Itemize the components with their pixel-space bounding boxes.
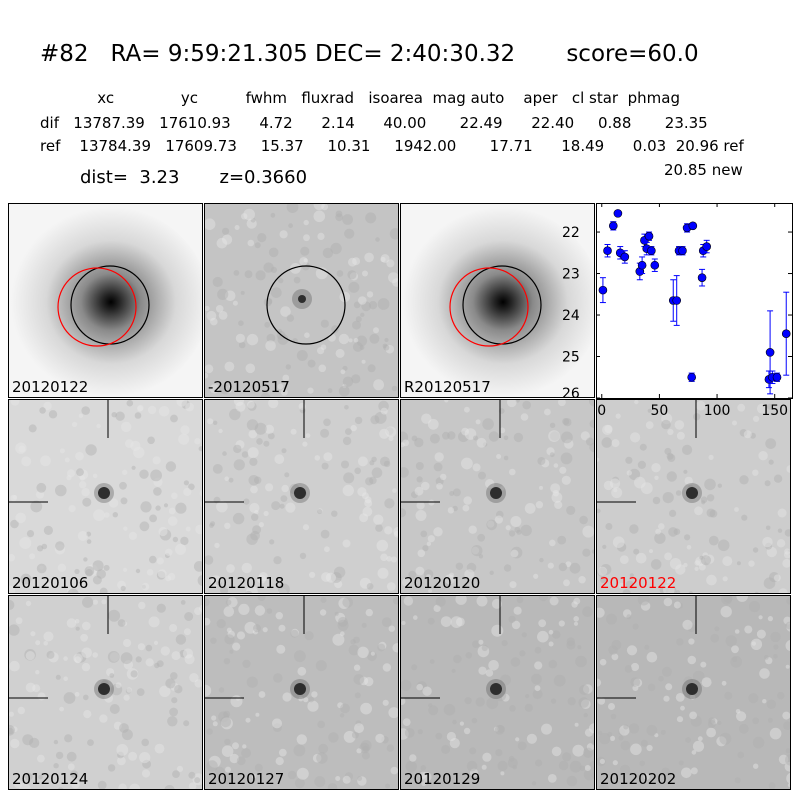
phmag-new: 20.85 new: [664, 161, 743, 179]
data-point: [781, 329, 791, 338]
image-panel: R20120517: [400, 203, 595, 398]
panel-date-label: 20120122: [12, 378, 89, 396]
data-point: [772, 372, 782, 382]
panel-date-label: R20120517: [404, 378, 491, 396]
image-panel: 20120106: [8, 399, 203, 594]
panel-date-label: 20120122: [600, 574, 677, 592]
point-source: [686, 487, 698, 499]
galaxy: [401, 207, 594, 397]
image-panel: 20120202: [596, 595, 791, 790]
image-panel: 20120129: [400, 595, 595, 790]
ref-aperture-circle: [449, 267, 529, 347]
plot-frame: [596, 203, 793, 399]
data-point: [644, 231, 654, 241]
data-point: [620, 252, 630, 262]
x-tick-label: 100: [704, 403, 731, 419]
panel-date-label: 20120106: [12, 574, 89, 592]
data-point: [647, 246, 656, 256]
image-panel: 20120120: [400, 399, 595, 594]
page-title: #82 RA= 9:59:21.305 DEC= 2:40:30.32 scor…: [40, 41, 699, 67]
panel-date-label: 20120202: [600, 770, 677, 788]
panel-date-label: 20120118: [208, 574, 285, 592]
image-panel: 20120122: [596, 399, 791, 594]
data-point: [702, 242, 711, 251]
ref-row: ref 13784.39 17609.73 15.37 10.31 1942.0…: [40, 137, 744, 155]
x-tick-label: 50: [650, 403, 668, 419]
y-tick-label: 23: [562, 267, 580, 283]
image-panel: 20120122: [8, 203, 203, 398]
data-point: [603, 246, 612, 256]
dif-row: dif 13787.39 17610.93 4.72 2.14 40.00 22…: [40, 114, 708, 132]
point-source: [294, 487, 306, 499]
panel-date-label: 20120124: [12, 770, 89, 788]
data-point: [688, 221, 698, 231]
image-panel: -20120517: [204, 203, 399, 398]
column-headers: xc yc fwhm fluxrad isoarea mag auto aper…: [40, 89, 680, 107]
x-tick-label: 150: [761, 403, 788, 419]
point-source: [98, 487, 110, 499]
data-point: [613, 209, 623, 218]
y-tick-label: 25: [562, 350, 580, 366]
panel-date-label: 20120120: [404, 574, 481, 592]
image-panel: 20120127: [204, 595, 399, 790]
image-panel: 20120118: [204, 399, 399, 594]
galaxy: [9, 207, 202, 397]
data-point: [598, 285, 608, 295]
light-curve-chart: 22 23 24 25 26 0 50 100 150: [562, 203, 793, 419]
dist-redshift: dist= 3.23 z=0.3660: [80, 167, 308, 188]
data-point: [678, 246, 687, 256]
data-point: [765, 348, 775, 357]
x-tick-label: 0: [597, 403, 606, 419]
y-tick-label: 24: [562, 308, 580, 324]
data-point: [672, 296, 682, 305]
data-point: [687, 372, 696, 382]
panel-date-label: 20120129: [404, 770, 481, 788]
point-source: [686, 683, 698, 695]
panel-date-label: -20120517: [208, 378, 290, 396]
data-point: [697, 273, 707, 282]
panel-date-label: 20120127: [208, 770, 285, 788]
y-tick-label: 22: [562, 225, 580, 241]
point-source: [98, 683, 110, 695]
data-point: [637, 260, 647, 270]
y-tick-label: 26: [562, 386, 580, 402]
image-panel: 20120124: [8, 595, 203, 790]
ref-aperture-circle: [57, 267, 137, 347]
point-source: [490, 683, 502, 695]
data-point: [650, 260, 660, 270]
point-source: [490, 487, 502, 499]
point-source: [294, 683, 306, 695]
data-point: [608, 221, 618, 231]
point-source: [298, 295, 306, 303]
aperture-circle: [266, 265, 346, 345]
